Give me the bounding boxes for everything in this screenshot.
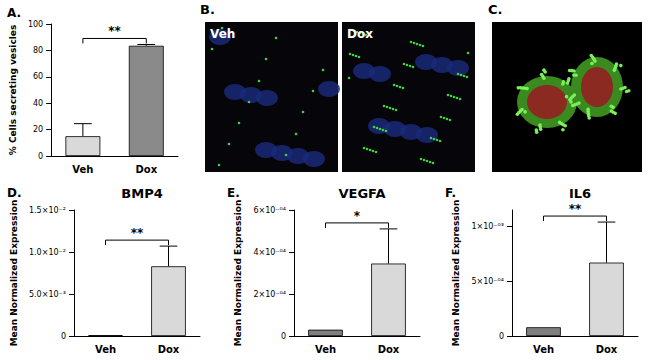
svg-text:60: 60	[33, 72, 43, 81]
svg-text:*: *	[354, 209, 361, 223]
svg-text:Veh: Veh	[210, 27, 235, 41]
svg-text:80: 80	[33, 46, 43, 55]
svg-text:VEGFA: VEGFA	[338, 186, 385, 201]
svg-text:Veh: Veh	[533, 344, 554, 355]
svg-text:**: **	[108, 24, 121, 38]
svg-text:2×10⁻⁰⁴: 2×10⁻⁰⁴	[253, 290, 286, 299]
svg-text:E.: E.	[227, 186, 240, 200]
svg-text:BMP4: BMP4	[121, 186, 162, 201]
svg-text:5.0×10⁻³: 5.0×10⁻³	[29, 290, 66, 299]
svg-text:5×10⁻⁰⁴: 5×10⁻⁰⁴	[471, 277, 504, 286]
svg-text:1×10⁻⁰³: 1×10⁻⁰³	[471, 222, 504, 231]
svg-text:0: 0	[281, 332, 286, 341]
svg-text:0: 0	[499, 332, 504, 341]
svg-text:% Cells secreting vesicles: % Cells secreting vesicles	[8, 25, 18, 156]
svg-text:0: 0	[61, 332, 66, 341]
svg-text:D.: D.	[7, 186, 22, 200]
svg-text:Mean Normalized Expression: Mean Normalized Expression	[451, 200, 461, 347]
svg-text:Veh: Veh	[72, 164, 93, 175]
svg-text:20: 20	[33, 125, 43, 134]
svg-text:**: **	[131, 226, 144, 240]
html-text:B.: B.	[200, 2, 215, 17]
svg-text:IL6: IL6	[569, 186, 591, 201]
svg-text:Dox: Dox	[135, 164, 157, 175]
svg-text:100: 100	[28, 20, 43, 29]
svg-text:Dox: Dox	[378, 344, 400, 355]
svg-text:6×10⁻⁰⁴: 6×10⁻⁰⁴	[253, 206, 286, 215]
svg-text:A.: A.	[7, 6, 21, 20]
svg-text:1.0×10⁻²: 1.0×10⁻²	[29, 248, 66, 257]
svg-text:4×10⁻⁰⁴: 4×10⁻⁰⁴	[253, 248, 286, 257]
svg-text:Dox: Dox	[596, 344, 618, 355]
svg-text:F.: F.	[445, 186, 456, 200]
svg-text:0: 0	[38, 152, 43, 161]
html-text:C.: C.	[488, 2, 503, 17]
svg-text:40: 40	[33, 99, 43, 108]
svg-text:Dox: Dox	[158, 344, 180, 355]
svg-text:1.5×10⁻²: 1.5×10⁻²	[29, 206, 66, 215]
svg-text:Mean Normalized Expression: Mean Normalized Expression	[9, 200, 19, 347]
svg-text:Mean Normalized Expression: Mean Normalized Expression	[233, 200, 243, 347]
svg-text:Dox: Dox	[347, 27, 373, 41]
svg-text:**: **	[569, 202, 582, 216]
svg-text:Veh: Veh	[95, 344, 116, 355]
svg-text:Veh: Veh	[315, 344, 336, 355]
